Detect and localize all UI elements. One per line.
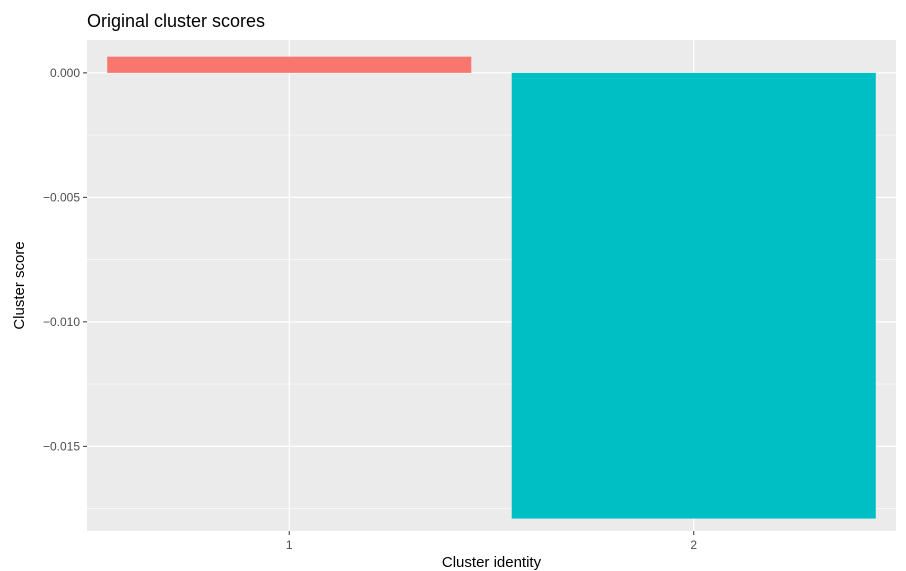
bar-cluster-1 bbox=[107, 56, 472, 73]
y-tick-label: 0.000 bbox=[50, 66, 80, 80]
x-axis-title: Cluster identity bbox=[442, 554, 542, 571]
x-tick-label: 2 bbox=[690, 538, 697, 552]
y-axis-title: Cluster score bbox=[11, 241, 28, 329]
x-tick-label: 1 bbox=[286, 538, 293, 552]
y-tick-label: −0.010 bbox=[43, 315, 80, 329]
bar-cluster-2 bbox=[511, 72, 876, 519]
y-axis: 0.000 −0.005 −0.010 −0.015 bbox=[43, 66, 87, 453]
y-tick-label: −0.015 bbox=[43, 439, 80, 453]
chart-title: Original cluster scores bbox=[87, 11, 265, 31]
bars bbox=[107, 56, 876, 519]
y-tick-label: −0.005 bbox=[43, 190, 80, 204]
